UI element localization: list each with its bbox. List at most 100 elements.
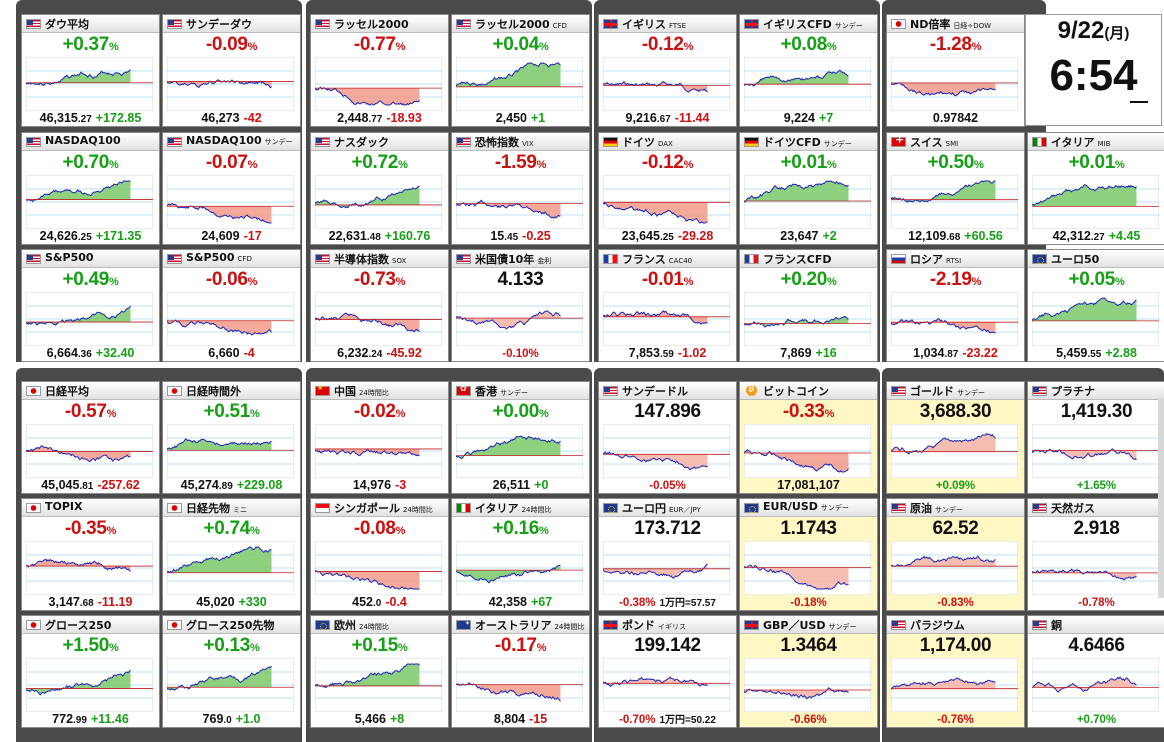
market-tile[interactable]: NASDAQ100 サンデー -0.07% 24,609 -17: [162, 132, 301, 245]
market-tile[interactable]: グロース250 +1.50% 772.99 +11.46: [21, 615, 160, 728]
market-tile[interactable]: S&P500 CFD -0.06% 6,660 -4: [162, 249, 301, 362]
tile-footer: 6,664.36 +32.40: [22, 346, 159, 360]
tile-footer-price: 6,232: [337, 346, 369, 360]
market-tile[interactable]: サンデーダウ -0.09% 46,273 -42: [162, 14, 301, 127]
tile-change: +0.50%: [887, 152, 1024, 174]
tile-change-value: +0.01: [780, 152, 828, 173]
percent-sign: %: [683, 41, 694, 53]
market-tile[interactable]: 原油 サンデー 62.52 -0.83%: [886, 498, 1025, 611]
market-tile[interactable]: フランスCFD +0.20% 7,869 +16: [739, 249, 878, 362]
market-tile[interactable]: ナスダック +0.72% 22,631.48 +160.76: [310, 132, 449, 245]
market-tile[interactable]: GBP／USD サンデー 1.3464 -0.66%: [739, 615, 878, 728]
market-tile[interactable]: ラッセル2000 -0.77% 2,448.77 -18.93: [310, 14, 449, 127]
market-tile[interactable]: ラッセル2000 CFD +0.04% 2,450 +1: [451, 14, 590, 127]
percent-sign: %: [539, 41, 549, 53]
market-tile[interactable]: プラチナ 1,419.30 +1.65%: [1027, 381, 1164, 494]
market-tile[interactable]: ユーロ50 +0.05% 5,459.55 +2.88: [1027, 249, 1164, 362]
percent-sign: %: [106, 408, 117, 420]
market-tile[interactable]: 欧州 24時間比 +0.15% 5,466 +8: [310, 615, 449, 728]
tile-name-label: 欧州: [334, 619, 356, 632]
sparkline-chart: [744, 658, 871, 712]
market-tile[interactable]: 日経先物 ミニ +0.74% 45,020 +330: [162, 498, 301, 611]
market-tile[interactable]: ダウ平均 +0.37% 46,315.27 +172.85: [21, 14, 160, 127]
tile-header: ラッセル2000: [311, 15, 448, 33]
percent-sign: %: [539, 525, 549, 537]
chart-area: [603, 202, 708, 223]
tile-name: 天然ガス: [1051, 500, 1095, 516]
sparkline-chart: [1032, 175, 1159, 229]
tile-footer-price: 5,466: [354, 712, 386, 726]
percent-sign: %: [536, 642, 547, 654]
market-tile[interactable]: NASDAQ100 +0.70% 24,626.25 +171.35: [21, 132, 160, 245]
market-tile[interactable]: 天然ガス 2.918 -0.78%: [1027, 498, 1164, 611]
flag-us-icon: [1032, 503, 1047, 513]
tile-sub-label: CFD: [552, 22, 567, 30]
market-tile[interactable]: ビットコイン -0.33% 17,081,107: [739, 381, 878, 494]
market-tile[interactable]: S&P500 +0.49% 6,664.36 +32.40: [21, 249, 160, 362]
tile-change: 2.918: [1028, 518, 1164, 540]
market-tile[interactable]: EUR/USD サンデー 1.1743 -0.18%: [739, 498, 878, 611]
tile-change: +0.49%: [22, 269, 159, 291]
market-tile[interactable]: 日経平均 -0.57% 45,045.81 -257.62: [21, 381, 160, 494]
tile-change-value: +0.70: [62, 152, 110, 173]
market-tile[interactable]: ドイツ DAX -0.12% 23,645.25 -29.28: [598, 132, 737, 245]
percent-sign: %: [398, 642, 408, 654]
tile-change: -1.59%: [452, 152, 589, 174]
tile-change-value: 1,174.00: [919, 635, 992, 656]
market-tile[interactable]: ゴールド サンデー 3,688.30 +0.09%: [886, 381, 1025, 494]
tile-name: シンガポール 24時間比: [334, 500, 433, 516]
tile-change: +0.72%: [311, 152, 448, 174]
sparkline-chart: [456, 57, 583, 111]
market-tile[interactable]: 銅 4.6466 +0.70%: [1027, 615, 1164, 728]
sparkline-chart: [744, 424, 871, 478]
market-tile[interactable]: ドイツCFD サンデー +0.01% 23,647 +2: [739, 132, 878, 245]
tile-change-value: +0.00: [492, 401, 540, 422]
market-tile[interactable]: グロース250先物 +0.13% 769.0 +1.0: [162, 615, 301, 728]
tile-name-label: GBP／USD: [763, 619, 826, 632]
flag-us-icon: [26, 137, 41, 147]
tile-footer: 12,109.68 +60.56: [887, 229, 1024, 243]
market-tile[interactable]: TOPIX -0.35% 3,147.68 -11.19: [21, 498, 160, 611]
tile-sub-label: サンデー: [834, 22, 863, 30]
tile-footer-price: 9,224: [783, 111, 815, 125]
market-tile[interactable]: フランス CAC40 -0.01% 7,853.59 -1.02: [598, 249, 737, 362]
market-tile[interactable]: ND倍率 日経÷DOW -1.28% 0.97842: [886, 14, 1025, 127]
market-tile[interactable]: 半導体指数 SOX -0.73% 6,232.24 -45.92: [310, 249, 449, 362]
tile-name-label: サンデーダウ: [186, 18, 252, 31]
tile-name: パラジウム: [910, 617, 965, 633]
market-tile[interactable]: イタリア 24時間比 +0.16% 42,358 +67: [451, 498, 590, 611]
percent-sign: %: [247, 276, 258, 288]
tile-name: 恐怖指数 VIX: [475, 134, 534, 150]
tile-change: +0.05%: [1028, 269, 1164, 291]
chart-line: [603, 201, 708, 224]
market-tile[interactable]: 日経時間外 +0.51% 45,274.89 +229.08: [162, 381, 301, 494]
tile-change: 199.142: [599, 635, 736, 657]
tile-footer-price: 7,853: [628, 346, 660, 360]
market-tile[interactable]: 恐怖指数 VIX -1.59% 15.45 -0.25: [451, 132, 590, 245]
tile-footer-price: 15: [490, 229, 505, 243]
tile-change: +0.51%: [163, 401, 300, 423]
tile-change-value: -0.07: [205, 152, 248, 173]
tile-name: ラッセル2000 CFD: [475, 16, 567, 32]
market-tile[interactable]: 米国債10年 金利 4.133 -0.10%: [451, 249, 590, 362]
tile-header: ND倍率 日経÷DOW: [887, 15, 1024, 33]
market-tile[interactable]: サンデードル 147.896 -0.05%: [598, 381, 737, 494]
market-tile[interactable]: シンガポール 24時間比 -0.08% 452.0 -0.4: [310, 498, 449, 611]
market-tile[interactable]: パラジウム 1,174.00 -0.76%: [886, 615, 1025, 728]
market-tile[interactable]: イギリス FTSE -0.12% 9,216.67 -11.44: [598, 14, 737, 127]
market-tile[interactable]: イタリア MIB +0.01% 42,312.27 +4.45: [1027, 132, 1164, 245]
market-tile[interactable]: ポンド イギリス 199.142 -0.70% 1万円=50.22: [598, 615, 737, 728]
market-tile[interactable]: ロシア RTSI -2.19% 1,034.87 -23.22: [886, 249, 1025, 362]
tile-header: S&P500 CFD: [163, 250, 300, 268]
tile-name: 香港 サンデー: [475, 383, 528, 399]
percent-sign: %: [109, 41, 119, 53]
sparkline-chart: [167, 658, 294, 712]
market-tile[interactable]: ユーロ円 EUR／JPY 173.712 -0.38% 1万円=57.57: [598, 498, 737, 611]
market-tile[interactable]: イギリスCFD サンデー +0.08% 9,224 +7: [739, 14, 878, 127]
tile-name-label: ユーロ50: [1051, 253, 1100, 266]
